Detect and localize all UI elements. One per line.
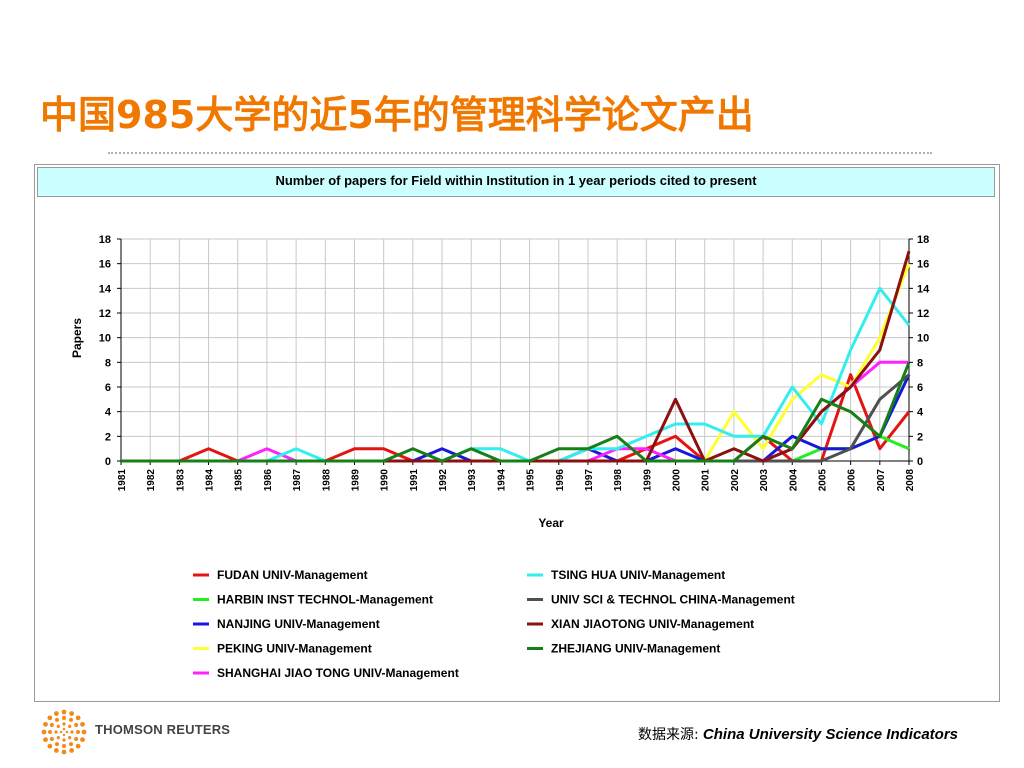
data-source: 数据来源: China University Science Indicator… <box>638 724 958 744</box>
y-tick-label-right: 14 <box>917 283 930 295</box>
legend-label: NANJING UNIV-Management <box>217 617 380 631</box>
y-tick-label-right: 12 <box>917 308 929 320</box>
y-tick-label-left: 10 <box>99 333 111 345</box>
series-line <box>121 250 911 463</box>
x-tick-label: 1989 <box>350 469 361 492</box>
x-tick-label: 1988 <box>321 469 332 492</box>
source-label: 数据来源: <box>638 727 699 743</box>
y-tick-label-right: 4 <box>917 407 924 419</box>
x-tick-label: 1984 <box>205 469 216 492</box>
x-tick-label: 1997 <box>584 469 595 492</box>
chart-frame: Number of papers for Field within Instit… <box>34 164 1000 702</box>
x-tick-label: 2008 <box>905 469 916 492</box>
x-tick-label: 1982 <box>146 469 157 492</box>
y-tick-label-left: 16 <box>99 259 111 271</box>
legend-label: XIAN JIAOTONG UNIV-Management <box>551 617 754 631</box>
x-tick-label: 1985 <box>234 469 245 492</box>
x-axis-label: Year <box>538 516 564 530</box>
x-tick-label: 2005 <box>817 469 828 492</box>
y-tick-label-right: 6 <box>917 382 923 394</box>
x-tick-label: 1986 <box>263 469 274 492</box>
y-tick-label-right: 0 <box>917 456 923 468</box>
y-tick-label-left: 4 <box>105 407 112 419</box>
x-tick-label: 1992 <box>438 469 449 492</box>
y-tick-label-left: 0 <box>105 456 111 468</box>
slide-title: 中国985大学的近5年的管理科学论文产出 <box>40 93 754 137</box>
x-tick-label: 1994 <box>496 469 507 492</box>
y-tick-label-left: 18 <box>99 234 111 246</box>
series-line <box>121 286 911 463</box>
legend-label: HARBIN INST TECHNOL-Management <box>217 593 433 607</box>
x-tick-label: 1995 <box>526 469 537 492</box>
x-tick-label: 1983 <box>175 469 186 492</box>
y-tick-label-left: 6 <box>105 382 111 394</box>
legend-label: ZHEJIANG UNIV-Management <box>551 642 720 656</box>
x-tick-label: 2004 <box>788 469 799 492</box>
x-tick-label: 1999 <box>642 469 653 492</box>
y-tick-label-right: 10 <box>917 333 929 345</box>
x-tick-label: 2003 <box>759 469 770 492</box>
y-tick-label-right: 16 <box>917 259 929 271</box>
legend-label: FUDAN UNIV-Management <box>217 568 368 582</box>
y-tick-label-left: 12 <box>99 308 111 320</box>
x-tick-label: 1981 <box>117 469 128 492</box>
y-tick-label-left: 8 <box>105 357 111 369</box>
y-tick-label-right: 18 <box>917 234 929 246</box>
x-tick-label: 1990 <box>380 469 391 492</box>
legend-label: PEKING UNIV-Management <box>217 642 372 656</box>
x-tick-label: 2006 <box>847 469 858 492</box>
legend-label: TSING HUA UNIV-Management <box>551 568 725 582</box>
x-tick-label: 2000 <box>672 469 683 492</box>
series-line <box>121 361 911 463</box>
chart-title: Number of papers for Field within Instit… <box>37 167 995 197</box>
y-tick-label-right: 8 <box>917 357 923 369</box>
x-tick-label: 1987 <box>292 469 303 492</box>
legend-label: SHANGHAI JIAO TONG UNIV-Management <box>217 666 459 680</box>
y-tick-label-left: 2 <box>105 431 111 443</box>
x-tick-label: 1993 <box>467 469 478 492</box>
x-tick-label: 1996 <box>555 469 566 492</box>
x-tick-label: 2002 <box>730 469 741 492</box>
line-chart: 0 0 2 2 4 4 6 6 8 8 10 10 12 12 14 14 16 16 18 18 1981 1982 19… <box>70 234 930 680</box>
legend-label: UNIV SCI & TECHNOL CHINA-Management <box>551 593 795 607</box>
thomson-reuters-logo-icon <box>41 709 87 755</box>
y-tick-label-left: 14 <box>99 283 112 295</box>
brand-name: THOMSON REUTERS <box>95 722 231 737</box>
source-value: China University Science Indicators <box>702 726 958 743</box>
y-axis-label: Papers <box>70 318 84 358</box>
x-tick-label: 2001 <box>701 469 712 492</box>
x-tick-label: 2007 <box>876 469 887 492</box>
x-tick-label: 1998 <box>613 469 624 492</box>
y-tick-label-right: 2 <box>917 431 923 443</box>
title-divider <box>108 152 932 154</box>
x-tick-label: 1991 <box>409 469 420 492</box>
